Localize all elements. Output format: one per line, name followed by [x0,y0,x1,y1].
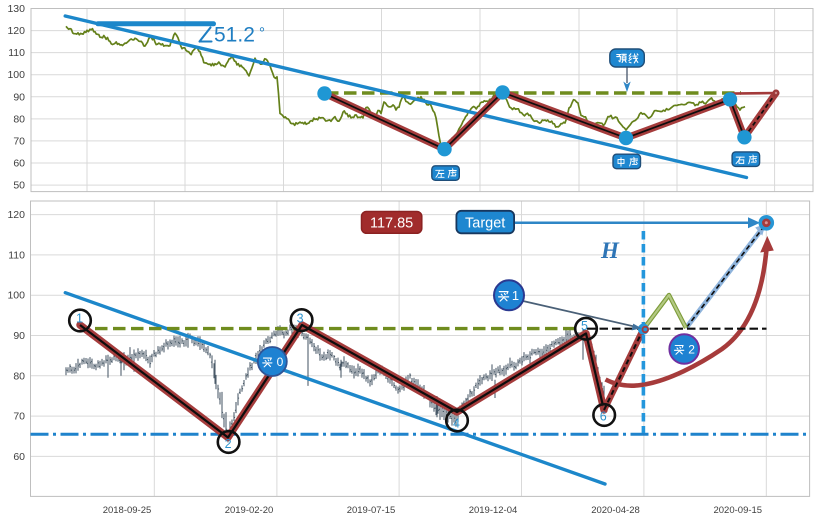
svg-text:2019-07-15: 2019-07-15 [347,505,396,516]
svg-text:50: 50 [13,180,25,192]
svg-text:6: 6 [600,410,607,424]
svg-text:Target: Target [465,216,505,232]
svg-text:70: 70 [13,411,25,423]
svg-text:120: 120 [7,25,25,37]
svg-text:51.2 °: 51.2 ° [214,24,265,47]
svg-text:2020-04-28: 2020-04-28 [591,505,640,516]
svg-text:80: 80 [13,370,25,382]
svg-text:100: 100 [7,69,25,81]
svg-text:2: 2 [688,342,695,356]
svg-text:1: 1 [76,311,83,325]
svg-text:2019-02-20: 2019-02-20 [225,505,274,516]
svg-text:70: 70 [13,135,25,147]
svg-text:2: 2 [225,437,232,451]
svg-text:60: 60 [13,158,25,170]
svg-text:90: 90 [13,91,25,103]
svg-text:120: 120 [7,209,25,221]
svg-text:117.85: 117.85 [370,216,413,232]
svg-text:80: 80 [13,113,25,125]
svg-text:3: 3 [297,311,304,325]
svg-text:130: 130 [7,3,25,15]
svg-text:1: 1 [512,288,519,303]
svg-text:2019-12-04: 2019-12-04 [469,505,518,516]
svg-text:110: 110 [8,47,25,59]
svg-text:60: 60 [13,451,25,463]
svg-text:5: 5 [581,319,588,333]
svg-text:4: 4 [453,417,460,431]
svg-text:100: 100 [7,290,25,302]
svg-text:2020-09-15: 2020-09-15 [713,505,762,516]
svg-text:0: 0 [277,355,284,369]
svg-text:110: 110 [8,249,25,261]
svg-text:H: H [600,238,620,263]
svg-text:90: 90 [13,330,25,342]
svg-text:2018-09-25: 2018-09-25 [103,505,152,516]
